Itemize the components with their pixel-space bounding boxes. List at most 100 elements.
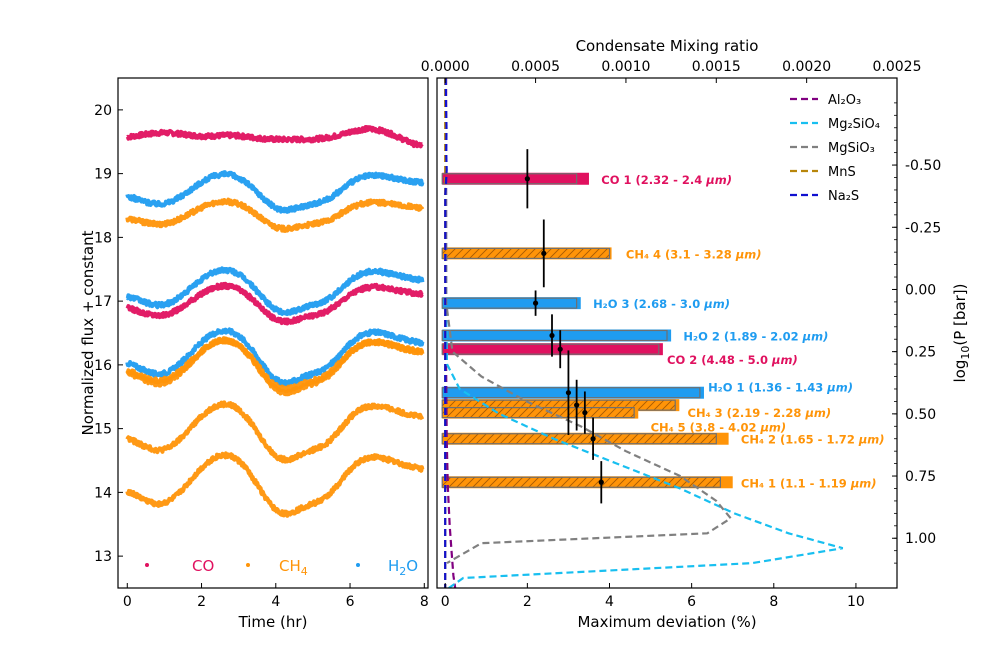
left-y-tick-label: 13 <box>94 549 112 565</box>
light-curve-ch4-1 <box>125 451 425 518</box>
left-legend: CO CH4 H2O <box>145 557 418 578</box>
light-curve-co-1 <box>125 125 424 149</box>
deviation-point <box>524 176 530 182</box>
light-curve-ch4-5 <box>125 336 424 393</box>
right-y-tick-label: 0.25 <box>905 345 936 361</box>
legend-label: CO <box>192 557 214 575</box>
right-y-tick-label: 0.00 <box>905 282 936 298</box>
left-x-tick-label: 4 <box>271 594 280 610</box>
left-y-tick-label: 16 <box>94 358 112 374</box>
deviation-point <box>557 346 563 352</box>
bar-label: CH₄ 2 (1.65 - 1.72 μm) <box>741 433 885 447</box>
model-bar <box>441 173 578 185</box>
legend-label: Al₂O₃ <box>828 93 861 108</box>
bar-label: CO 2 (4.48 - 5.0 μm) <box>667 353 798 367</box>
deviation-point <box>565 390 572 396</box>
top-x-tick-label: 0.0000 <box>421 59 470 75</box>
bottom-x-tick-label: 8 <box>769 594 778 610</box>
condensate-curve <box>444 78 733 565</box>
left-y-ticks: 13 14 15 16 17 18 19 20 <box>94 103 123 565</box>
deviation-point <box>549 332 555 339</box>
deviation-bars <box>441 172 733 489</box>
right-y-axis-label: log10(P [bar]) <box>951 284 972 383</box>
top-x-axis-label: Condensate Mixing ratio <box>576 37 759 55</box>
left-y-tick-label: 18 <box>94 230 112 246</box>
legend-marker <box>356 563 360 567</box>
model-bar <box>441 247 611 259</box>
left-x-tick-label: 2 <box>197 594 206 610</box>
condensate-legend: Al₂O₃ Mg₂SiO₄ MgSiO₃ MnS Na₂S <box>790 93 880 204</box>
legend-label: CH4 <box>279 557 308 578</box>
light-curve-co-2 <box>125 281 424 326</box>
model-bar <box>441 387 701 399</box>
legend-label: MnS <box>828 165 856 180</box>
left-y-tick-label: 14 <box>94 485 112 501</box>
left-x-tick-label: 8 <box>420 594 429 610</box>
legend-marker <box>246 563 250 567</box>
left-x-ticks: 0 2 4 6 8 <box>123 583 429 610</box>
legend-label: Na₂S <box>828 189 859 204</box>
bar-labels: CO 1 (2.32 - 2.4 μm) CH₄ 4 (3.1 - 3.28 μm… <box>593 173 884 491</box>
right-y-ticks: -0.50 -0.25 0.00 0.25 0.50 0.75 1.00 <box>892 102 941 564</box>
right-y-tick-label: -0.25 <box>905 220 941 236</box>
light-curve-h2o-3 <box>125 170 425 214</box>
right-y-tick-label: 1.00 <box>905 531 936 547</box>
model-bar <box>441 343 660 355</box>
left-y-tick-label: 20 <box>94 103 112 119</box>
bar-label: H₂O 1 (1.36 - 1.43 μm) <box>708 381 853 395</box>
top-x-tick-label: 0.0025 <box>873 59 922 75</box>
light-curve-h2o-1 <box>125 327 425 387</box>
model-bar <box>441 433 717 445</box>
deviation-point <box>582 410 588 416</box>
left-x-tick-label: 0 <box>123 594 132 610</box>
bottom-x-tick-label: 2 <box>523 594 532 610</box>
bottom-x-tick-label: 4 <box>605 594 614 610</box>
legend-label: MgSiO₃ <box>828 141 875 156</box>
deviation-content <box>441 78 844 588</box>
light-curve-ch4-2 <box>125 400 425 464</box>
model-bar <box>441 407 635 419</box>
left-y-tick-label: 15 <box>94 422 112 438</box>
right-y-tick-label: 0.50 <box>905 407 936 423</box>
left-x-tick-label: 6 <box>346 594 355 610</box>
model-bar <box>441 476 721 488</box>
deviation-point <box>532 300 539 306</box>
model-bar <box>441 297 578 309</box>
legend-marker <box>145 563 149 567</box>
light-curve-panel: 0 2 4 6 8 13 14 15 16 17 18 19 20 Time (hr) Normali… <box>79 77 429 631</box>
legend-label: H2O <box>388 557 418 578</box>
deviation-point <box>574 402 580 408</box>
left-y-tick-label: 17 <box>94 294 112 310</box>
bar-label: CH₄ 4 (3.1 - 3.28 μm) <box>626 247 762 261</box>
bar-label: CO 1 (2.32 - 2.4 μm) <box>601 173 732 187</box>
top-x-tick-label: 0.0015 <box>692 59 741 75</box>
top-x-tick-label: 0.0005 <box>511 59 560 75</box>
top-x-tick-label: 0.0020 <box>782 59 831 75</box>
bottom-x-tick-label: 6 <box>687 594 696 610</box>
condensate-curves <box>444 78 844 588</box>
top-x-tick-label: 0.0010 <box>601 59 650 75</box>
light-curve-h2o-2 <box>125 266 425 317</box>
left-y-axis-label: Normalized flux + constant <box>79 230 97 435</box>
right-y-tick-label: -0.50 <box>905 158 941 174</box>
bar-label: H₂O 3 (2.68 - 3.0 μm) <box>593 297 730 311</box>
left-plot-frame <box>117 77 429 589</box>
light-curve-series-group <box>125 125 425 518</box>
bar-label: CH₄ 3 (2.19 - 2.28 μm) <box>688 406 832 420</box>
bar-label: CH₄ 1 (1.1 - 1.19 μm) <box>741 476 877 490</box>
light-curve-ch4-4 <box>125 197 425 233</box>
deviation-points <box>524 149 604 504</box>
bar-label: CH₄ 5 (3.8 - 4.02 μm) <box>651 421 787 435</box>
bottom-x-ticks: 0 2 4 6 8 10 <box>441 583 865 610</box>
left-y-tick-label: 19 <box>94 167 112 183</box>
deviation-point <box>541 250 547 256</box>
right-y-tick-label: 0.75 <box>905 469 936 485</box>
legend-label: Mg₂SiO₄ <box>828 117 880 132</box>
bottom-x-tick-label: 0 <box>441 594 450 610</box>
condensate-curve <box>444 78 844 588</box>
left-x-axis-label: Time (hr) <box>238 613 308 631</box>
model-bar <box>441 329 668 342</box>
bottom-x-axis-label: Maximum deviation (%) <box>577 613 756 631</box>
bottom-x-tick-label: 10 <box>847 594 865 610</box>
